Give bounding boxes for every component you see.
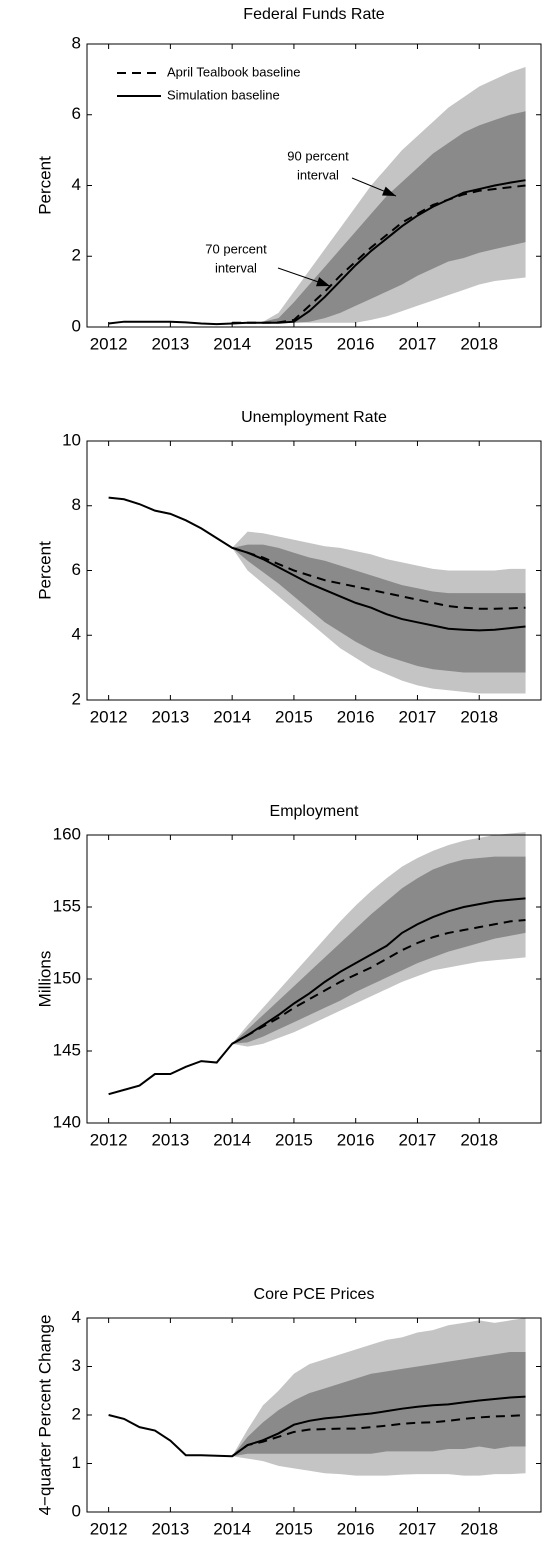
panel: Core PCE Prices 4−quarter Percent Change 0… <box>35 1286 542 1538</box>
x-tick-label: 2017 <box>399 1130 437 1149</box>
x-tick-label: 2013 <box>151 707 189 726</box>
x-tick-label: 2018 <box>460 1130 498 1149</box>
x-tick-label: 2014 <box>213 1519 251 1538</box>
x-tick-label: 2015 <box>275 334 313 353</box>
x-tick-label: 2015 <box>275 707 313 726</box>
y-tick-label: 3 <box>72 1356 81 1375</box>
y-tick-label: 140 <box>53 1112 81 1131</box>
x-tick-label: 2013 <box>151 334 189 353</box>
x-tick-label: 2013 <box>151 1130 189 1149</box>
y-tick-label: 8 <box>72 33 81 52</box>
y-tick-label: 2 <box>72 246 81 265</box>
interval-band <box>232 544 526 673</box>
y-tick-label: 8 <box>72 495 81 514</box>
x-tick-label: 2018 <box>460 334 498 353</box>
y-tick-label: 4 <box>72 1307 81 1326</box>
x-tick-label: 2015 <box>275 1130 313 1149</box>
series-line <box>108 179 526 326</box>
x-tick-label: 2016 <box>337 1130 375 1149</box>
series-line <box>231 918 526 1045</box>
series-line <box>108 496 526 632</box>
legend-label: Simulation baseline <box>167 87 280 102</box>
y-tick-label: 150 <box>53 968 81 987</box>
panel: Employment Millions 140 145 150 155 160 2012 201… <box>35 803 542 1149</box>
x-tick-label: 2016 <box>337 707 375 726</box>
x-tick-label: 2017 <box>399 334 437 353</box>
chart-title: Unemployment Rate <box>241 409 387 426</box>
x-tick-label: 2015 <box>275 1519 313 1538</box>
series-line <box>108 1395 526 1458</box>
interval-band <box>263 111 526 323</box>
chart-title: Employment <box>270 803 359 820</box>
x-tick-label: 2017 <box>399 1519 437 1538</box>
x-tick-label: 2017 <box>399 707 437 726</box>
x-tick-label: 2012 <box>90 1519 128 1538</box>
x-tick-label: 2018 <box>460 1519 498 1538</box>
arrow-head <box>316 277 330 287</box>
y-tick-label: 6 <box>72 560 81 579</box>
y-tick-label: 2 <box>72 689 81 708</box>
series-line <box>231 546 526 610</box>
annotation: 70 percent <box>205 241 267 256</box>
panel: Unemployment Rate Percent 2 4 6 8 10 2012 2013 20… <box>35 409 542 726</box>
y-axis-label: Percent <box>35 541 54 600</box>
chart-title: Federal Funds Rate <box>243 6 385 23</box>
y-tick-label: 0 <box>72 1501 81 1520</box>
y-tick-label: 0 <box>72 316 81 335</box>
series-line <box>108 897 526 1096</box>
series-line <box>231 1414 526 1458</box>
y-axis-label: Millions <box>35 951 54 1008</box>
y-tick-label: 4 <box>72 625 81 644</box>
legend-label: April Tealbook baseline <box>167 64 300 79</box>
y-axis-label: 4−quarter Percent Change <box>35 1315 54 1516</box>
panel: Federal Funds Rate Percent 0 2 4 6 8 2012 2013 20… <box>35 6 542 353</box>
annotation: interval <box>297 167 339 182</box>
x-tick-label: 2016 <box>337 334 375 353</box>
y-tick-label: 4 <box>72 175 81 194</box>
x-tick-label: 2016 <box>337 1519 375 1538</box>
x-tick-label: 2018 <box>460 707 498 726</box>
x-tick-label: 2012 <box>90 707 128 726</box>
y-tick-label: 160 <box>53 824 81 843</box>
y-tick-label: 1 <box>72 1453 81 1472</box>
y-tick-label: 145 <box>53 1040 81 1059</box>
arrow-head <box>382 186 396 196</box>
chart-title: Core PCE Prices <box>254 1286 375 1303</box>
x-tick-label: 2012 <box>90 1130 128 1149</box>
y-tick-label: 2 <box>72 1404 81 1423</box>
x-tick-label: 2012 <box>90 334 128 353</box>
annotation: interval <box>215 260 257 275</box>
y-axis-label: Percent <box>35 156 54 215</box>
annotation: 90 percent <box>287 148 349 163</box>
y-tick-label: 6 <box>72 104 81 123</box>
x-tick-label: 2014 <box>213 1130 251 1149</box>
x-tick-label: 2013 <box>151 1519 189 1538</box>
x-tick-label: 2014 <box>213 707 251 726</box>
x-tick-label: 2014 <box>213 334 251 353</box>
y-tick-label: 155 <box>53 896 81 915</box>
y-tick-label: 10 <box>62 430 81 449</box>
